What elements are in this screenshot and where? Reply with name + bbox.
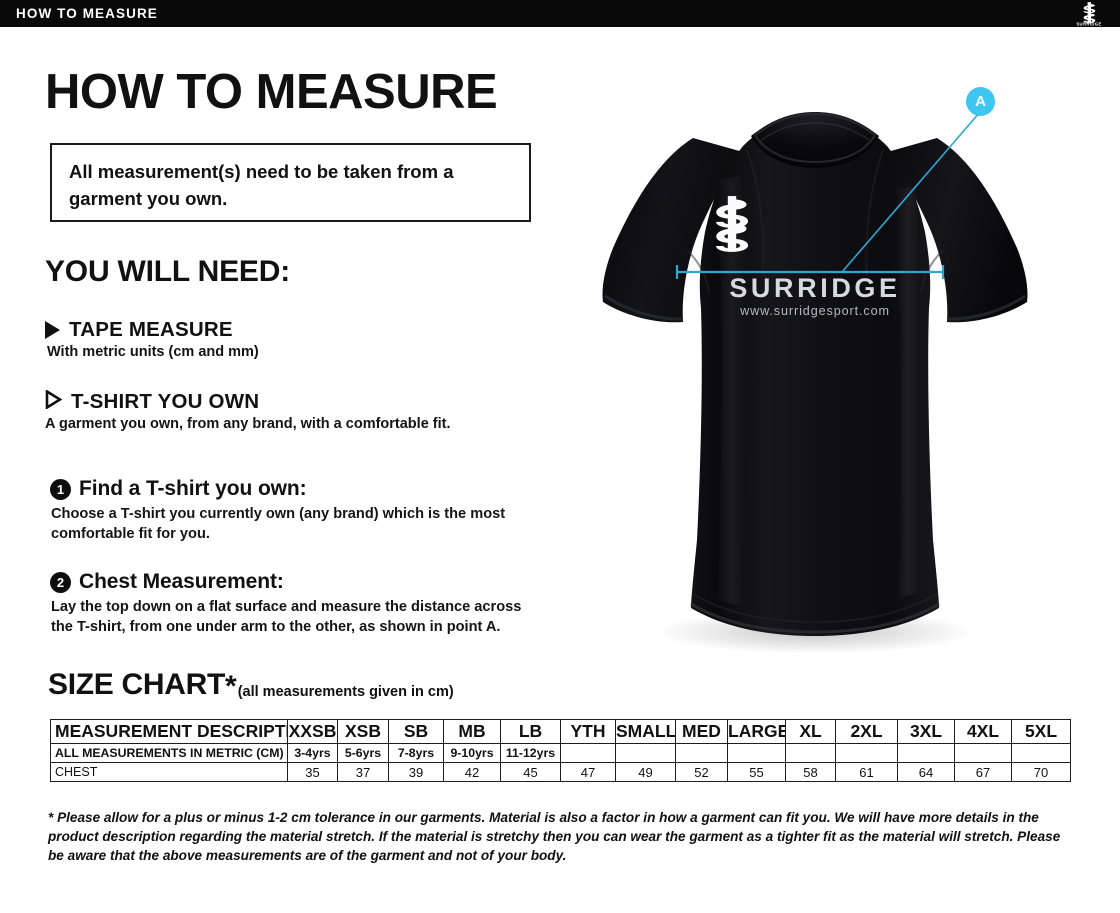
table-cell: 61 (835, 762, 898, 782)
svg-text:SURRIDGE: SURRIDGE (1076, 21, 1101, 26)
size-chart-asterisk: * (225, 670, 237, 703)
footnote-text: * Please allow for a plus or minus 1-2 c… (48, 810, 1061, 863)
table-cell: 67 (954, 762, 1012, 782)
measurement-marker-a: A (966, 87, 995, 116)
table-cell (897, 743, 955, 763)
table-header-size: LARGE (727, 719, 786, 744)
table-cell: 64 (897, 762, 955, 782)
header-title: HOW TO MEASURE (16, 6, 158, 21)
step-body: Choose a T-shirt you currently own (any … (51, 506, 506, 542)
table-cell: 5-6yrs (337, 743, 389, 763)
table-row: CHEST 35 37 39 42 45 47 49 52 55 58 61 64 67 70 (50, 762, 1071, 782)
table-header-size: SMALL (615, 719, 676, 744)
table-header-size: MB (443, 719, 501, 744)
triangle-bullet-icon (45, 321, 60, 339)
need-item-sub: With metric units (cm and mm) (47, 344, 259, 360)
page-title: HOW TO MEASURE (45, 65, 498, 119)
table-header-size: 2XL (835, 719, 898, 744)
table-cell: 47 (560, 762, 616, 782)
product-image: SURRIDGE www.surridgesport.com (565, 40, 1065, 660)
need-item-tape-measure: TAPE MEASURE With metric units (cm and m… (45, 318, 259, 360)
table-header-size: MED (675, 719, 728, 744)
step-1: 1 Find a T-shirt you own: Choose a T-shi… (50, 477, 505, 544)
table-cell: 55 (727, 762, 786, 782)
table-cell (675, 743, 728, 763)
table-header-size: XL (785, 719, 836, 744)
you-will-need-heading: YOU WILL NEED: (45, 255, 290, 288)
table-cell: 52 (675, 762, 728, 782)
table-cell: 11-12yrs (500, 743, 561, 763)
table-header-size: XSB (337, 719, 389, 744)
table-cell: 58 (785, 762, 836, 782)
table-header-size: LB (500, 719, 561, 744)
chest-print-url: www.surridgesport.com (739, 304, 890, 318)
table-header-size: 5XL (1011, 719, 1071, 744)
table-header-size: 4XL (954, 719, 1012, 744)
table-cell: 7-8yrs (388, 743, 444, 763)
table-row-label: CHEST (50, 762, 288, 782)
table-cell: 42 (443, 762, 501, 782)
table-cell: 37 (337, 762, 389, 782)
need-item-label: TAPE MEASURE (69, 318, 233, 341)
table-cell: 39 (388, 762, 444, 782)
surridge-logo-icon: SURRIDGE (1066, 1, 1112, 26)
table-row: ALL MEASUREMENTS IN METRIC (CM) 3-4yrs 5-6… (50, 743, 1071, 763)
table-cell (785, 743, 836, 763)
chest-print-brand: SURRIDGE (729, 273, 900, 303)
table-header-row: MEASUREMENT DESCRIPTIONXXSBXSBSBMBLBYTHS… (50, 719, 1071, 744)
step-2: 2 Chest Measurement: Lay the top down on… (50, 570, 521, 637)
table-header-size: XXSB (287, 719, 338, 744)
step-body: Lay the top down on a flat surface and m… (51, 599, 522, 635)
table-cell: 45 (500, 762, 561, 782)
table-row-label: ALL MEASUREMENTS IN METRIC (CM) (50, 743, 288, 763)
table-header-size: SB (388, 719, 444, 744)
table-cell: 3-4yrs (287, 743, 338, 763)
table-cell (615, 743, 676, 763)
table-header-size: 3XL (897, 719, 955, 744)
need-item-tshirt-you-own: T-SHIRT YOU OWN A garment you own, from … (45, 389, 451, 432)
table-cell (727, 743, 786, 763)
table-cell: 49 (615, 762, 676, 782)
table-cell (954, 743, 1012, 763)
step-title: Find a T-shirt you own: (79, 477, 307, 500)
callout-text: All measurement(s) need to be taken from… (69, 161, 454, 209)
table-cell: 35 (287, 762, 338, 782)
table-cell (560, 743, 616, 763)
table-cell: 70 (1011, 762, 1071, 782)
step-number-badge: 2 (50, 571, 71, 593)
size-chart-table-wrap: MEASUREMENT DESCRIPTIONXXSBXSBSBMBLBYTHS… (50, 719, 1071, 782)
size-chart-title: SIZE CHART (48, 668, 226, 701)
step-title: Chest Measurement: (79, 570, 284, 593)
chest-measure-line (675, 265, 945, 279)
table-cell (1011, 743, 1071, 763)
marker-leader-line (841, 111, 981, 273)
size-chart-table: MEASUREMENT DESCRIPTIONXXSBXSBSBMBLBYTHS… (50, 719, 1071, 782)
table-header-size: YTH (560, 719, 616, 744)
size-chart-note: (all measurements given in cm) (237, 684, 454, 700)
table-cell: 9-10yrs (443, 743, 501, 763)
surridge-s-logo-icon (716, 196, 749, 252)
size-chart-heading: SIZE CHART * (all measurements given in … (48, 668, 454, 702)
need-item-sub: A garment you own, from any brand, with … (45, 416, 451, 432)
callout-box: All measurement(s) need to be taken from… (50, 143, 531, 222)
need-item-label: T-SHIRT YOU OWN (71, 390, 260, 413)
triangle-bullet-icon (45, 389, 63, 414)
table-header-description: MEASUREMENT DESCRIPTION (50, 719, 288, 744)
page-header-bar: HOW TO MEASURE SURRIDGE (0, 0, 1120, 27)
table-cell (835, 743, 898, 763)
step-number-badge: 1 (50, 478, 71, 500)
